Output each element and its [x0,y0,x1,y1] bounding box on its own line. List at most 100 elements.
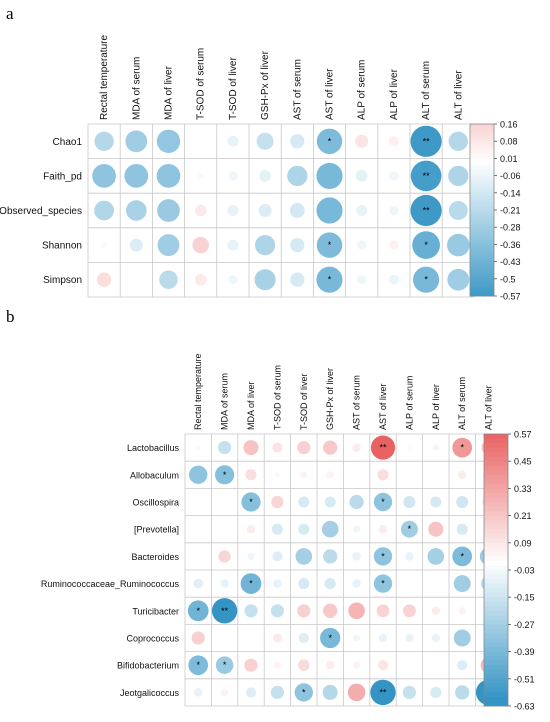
correlation-circle [272,633,282,643]
correlation-circle [356,474,358,476]
colorbar-segment [484,474,508,480]
panel-b-heatmap: Rectal temperature MDA of serum MDA of liv… [41,353,535,711]
significance-mark: * [223,470,227,480]
column-label: GSH-Px of liver [260,50,271,120]
colorbar-segment [470,141,494,145]
colorbar-tick-label: -0.57 [500,292,521,302]
colorbar-segment [484,628,508,634]
colorbar-segment [484,556,508,562]
row-label: Turicibacter [132,606,179,616]
colorbar-segment [470,258,494,263]
correlation-circle [218,441,232,455]
correlation-circle [271,495,284,509]
panel-a-label: a [6,4,14,23]
correlation-circle [323,603,338,618]
correlation-circle [159,270,178,289]
correlation-circle [316,162,343,189]
correlation-circle [215,656,234,674]
correlation-circle [378,633,388,643]
colorbar-segment [484,696,508,702]
correlation-circle [189,465,208,484]
correlation-circle [316,197,343,224]
correlation-circle [402,604,416,618]
correlation-circle [325,660,335,670]
colorbar-segment [484,633,508,639]
correlation-circle [200,140,202,142]
colorbar-segment [484,606,508,612]
colorbar-segment [470,167,494,171]
colorbar-segment [470,215,494,220]
correlation-circle [431,606,441,616]
panel-a-heatmap: Rectal temperature MDA of serum MDA of liv… [0,35,521,302]
colorbar-segment [484,619,508,625]
column-label: AST of serum [352,375,362,430]
colorbar-segment [484,651,508,657]
colorbar-segment [470,284,494,288]
column-label: Rectal temperature [193,353,203,430]
colorbar-segment [484,529,508,535]
colorbar-segment [470,218,494,222]
correlation-circle [290,237,305,253]
column-label: ALT of liver [484,385,494,430]
correlation-circle [408,474,410,476]
correlation-circle [187,600,209,622]
row-label: Coprococcus [126,634,179,644]
colorbar-segment [470,155,494,159]
correlation-circle [455,685,470,700]
correlation-circle [92,164,116,188]
correlation-circle [405,552,414,561]
correlation-circle [430,686,442,698]
colorbar-segment [470,129,494,134]
colorbar-tick-label: -0.36 [500,240,521,250]
correlation-circle [193,688,203,697]
correlation-circle [101,242,108,249]
significance-mark: * [196,606,200,616]
correlation-circle [370,679,396,706]
colorbar: 0.57 0.45 0.33 0.21 0.09 -0.03 -0.15 -0.27 -0.39… [483,430,535,712]
colorbar-tick-label: 0.33 [514,484,532,494]
correlation-circle [428,521,444,537]
significance-mark: * [460,551,464,561]
colorbar-segment [470,250,494,254]
colorbar-segment [470,244,494,248]
correlation-circle [298,632,309,644]
correlation-circle [453,629,471,647]
correlation-circle [197,501,199,503]
colorbar-segment [484,547,508,553]
colorbar-segment [470,184,494,188]
correlation-circle [316,128,343,155]
correlation-circle [452,546,473,567]
correlation-circle [376,604,390,618]
column-label: T-SOD of serum [272,365,282,430]
colorbar-segment [484,674,508,680]
colorbar-segment [470,126,494,131]
correlation-circle [197,172,204,179]
correlation-circle [410,194,442,227]
correlation-circle [349,494,364,510]
colorbar-segment [470,267,494,271]
correlation-circle [432,444,440,451]
correlation-circle [355,134,369,148]
correlation-circle [298,659,310,671]
correlation-circle [224,501,226,503]
correlation-circle [453,575,471,593]
colorbar-segment [484,610,508,616]
correlation-circle [352,579,361,588]
colorbar-segment [470,204,494,208]
correlation-circle [156,164,181,188]
colorbar-segment [484,669,508,675]
colorbar-segment [484,560,508,566]
significance-mark: * [460,443,464,453]
correlation-circle [410,125,442,157]
correlation-circle [96,272,112,287]
colorbar-segment [484,515,508,521]
colorbar-segment [484,506,508,512]
colorbar-segment [484,479,508,485]
correlation-circle [407,445,412,450]
colorbar-segment [484,483,508,489]
colorbar-segment [470,146,494,151]
column-label: MDA of liver [246,381,256,430]
correlation-circle [297,441,311,455]
correlation-circle [241,492,261,512]
colorbar-segment [470,144,494,148]
